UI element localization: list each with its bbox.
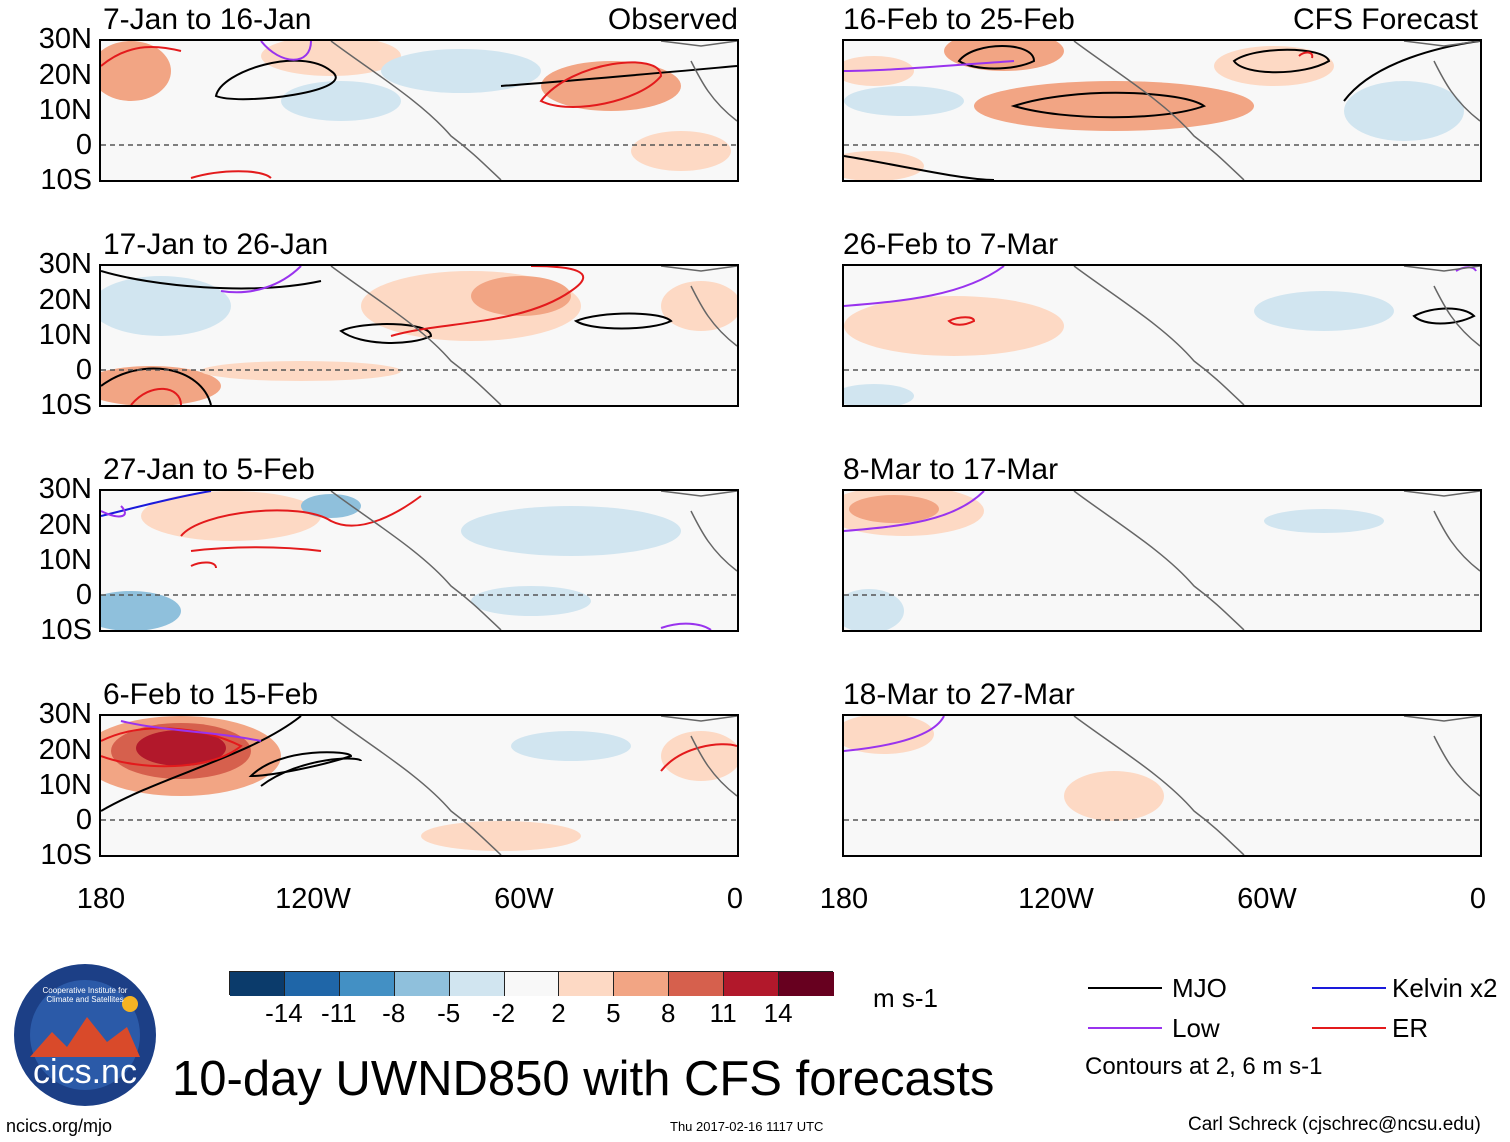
lon-label: 180 <box>76 883 126 915</box>
colorbar-segment <box>614 972 670 996</box>
lat-label: 20N <box>38 284 92 316</box>
panel-title: 8-Mar to 17-Mar <box>843 453 1059 486</box>
lon-label: 180 <box>819 883 869 915</box>
colorbar-segment <box>339 972 395 996</box>
colorbar-segment <box>724 972 780 996</box>
logo-text: cics.nc <box>33 1053 137 1091</box>
colorbar-tick-label: 2 <box>551 998 566 1028</box>
lat-label: 10N <box>38 769 92 801</box>
observed-label: Observed <box>607 3 738 36</box>
lon-label: 60W <box>1237 883 1297 915</box>
lon-label: 60W <box>494 883 554 915</box>
lat-label: 0 <box>75 354 92 386</box>
timestamp: Thu 2017-02-16 1117 UTC <box>670 1119 824 1134</box>
lat-label: 10S <box>40 839 92 871</box>
colorbar-segment <box>284 972 340 996</box>
legend-er: ER <box>1392 1013 1429 1043</box>
site-url[interactable]: ncics.org/mjo <box>6 1116 113 1136</box>
low-legend-line <box>1088 1027 1162 1029</box>
colorbar-segment <box>559 972 615 996</box>
colorbar-tick-label: 11 <box>709 998 737 1028</box>
panel-title: 18-Mar to 27-Mar <box>843 678 1075 711</box>
lat-label: 0 <box>75 579 92 611</box>
lon-label: 0 <box>726 883 744 915</box>
lat-label: 10N <box>38 319 92 351</box>
lat-label: 10N <box>38 544 92 576</box>
colorbar-segment <box>394 972 450 996</box>
lat-label: 30N <box>38 23 92 55</box>
colorbar-segment <box>669 972 725 996</box>
lat-label: 0 <box>75 129 92 161</box>
panel-title: 26-Feb to 7-Mar <box>843 228 1059 261</box>
lon-label: 0 <box>1469 883 1487 915</box>
contours-note: Contours at 2, 6 m s-1 <box>1085 1053 1323 1080</box>
lon-label: 120W <box>275 883 351 915</box>
colorbar-tick-label: -14 <box>265 998 303 1028</box>
map-panel-left-2 <box>99 264 739 407</box>
author-credit: Carl Schreck (cjschrec@ncsu.edu) <box>1188 1114 1481 1135</box>
colorbar-segment <box>779 972 834 996</box>
main-title: 10-day UWND850 with CFS forecasts <box>172 1052 995 1106</box>
panel-title: 17-Jan to 26-Jan <box>103 228 329 261</box>
lat-label: 10S <box>40 389 92 421</box>
legend-kelvin: Kelvin x2 <box>1392 973 1498 1003</box>
lat-label: 10S <box>40 614 92 646</box>
colorbar <box>229 971 834 996</box>
legend-mjo: MJO <box>1172 973 1227 1003</box>
mjo-legend-line <box>1088 987 1162 989</box>
panel-title: 16-Feb to 25-Feb <box>843 3 1075 36</box>
kelvin-legend-line <box>1312 987 1386 989</box>
lat-label: 20N <box>38 734 92 766</box>
lat-label: 30N <box>38 473 92 505</box>
colorbar-units: m s-1 <box>873 983 938 1013</box>
colorbar-tick-label: -5 <box>437 998 461 1028</box>
map-panel-right-3 <box>842 489 1482 632</box>
lon-label: 120W <box>1018 883 1094 915</box>
lat-label: 0 <box>75 804 92 836</box>
map-panel-left-3 <box>99 489 739 632</box>
map-panel-right-2 <box>842 264 1482 407</box>
colorbar-tick-label: 5 <box>606 998 621 1028</box>
logo-ring-text: Cooperative Institute for Climate and Sa… <box>42 986 128 1004</box>
map-panel-left-1 <box>99 39 739 182</box>
lat-label: 20N <box>38 59 92 91</box>
map-panel-right-1 <box>842 39 1482 182</box>
panel-title: 7-Jan to 16-Jan <box>103 3 312 36</box>
colorbar-tick-label: -8 <box>382 998 406 1028</box>
er-legend-line <box>1312 1027 1386 1029</box>
colorbar-segment <box>230 972 285 996</box>
cics-logo: Cooperative Institute for Climate and Sa… <box>12 962 158 1108</box>
colorbar-segment <box>449 972 505 996</box>
panel-title: 6-Feb to 15-Feb <box>103 678 319 711</box>
cfs-forecast-label: CFS Forecast <box>1292 3 1478 36</box>
legend-low: Low <box>1172 1013 1220 1043</box>
colorbar-tick-label: 8 <box>661 998 676 1028</box>
colorbar-tick-label: -11 <box>320 998 357 1028</box>
lat-label: 10S <box>40 164 92 196</box>
lat-label: 10N <box>38 94 92 126</box>
colorbar-tick-label: -2 <box>491 998 516 1028</box>
colorbar-tick-label: 14 <box>763 998 793 1028</box>
colorbar-segment <box>504 972 560 996</box>
lat-label: 20N <box>38 509 92 541</box>
map-panel-left-4 <box>99 714 739 857</box>
lat-label: 30N <box>38 698 92 730</box>
lat-label: 30N <box>38 248 92 280</box>
panel-title: 27-Jan to 5-Feb <box>103 453 315 486</box>
map-panel-right-4 <box>842 714 1482 857</box>
